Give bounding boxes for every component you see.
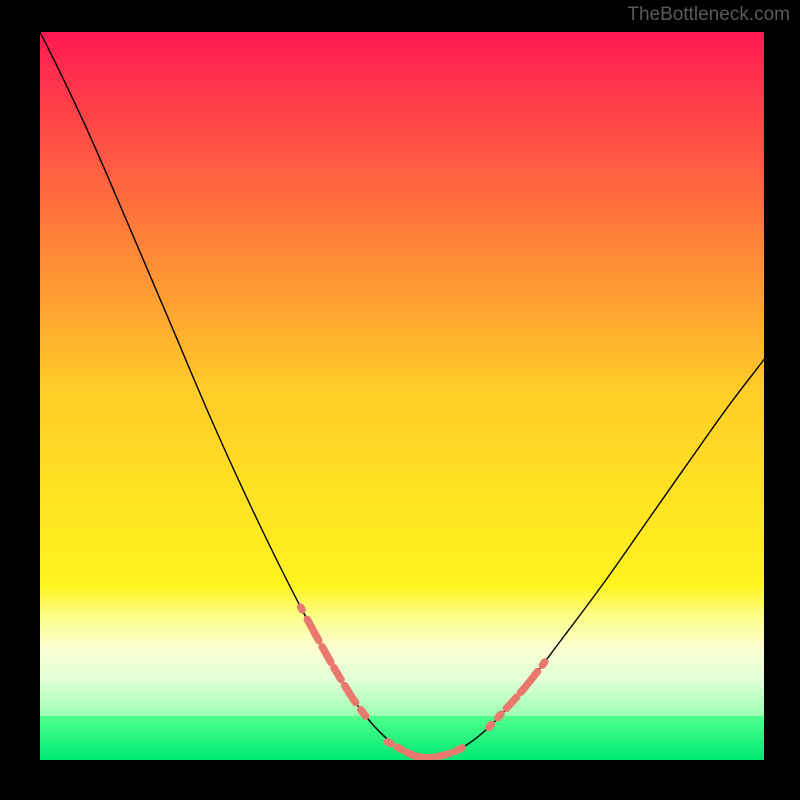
dotted-overlay-left — [301, 607, 395, 745]
watermark-text: TheBottleneck.com — [627, 4, 790, 26]
main-curve — [40, 32, 764, 758]
chart-container: TheBottleneck.com — [0, 0, 800, 800]
curve-layer — [40, 32, 764, 760]
dotted-overlay-bottom — [388, 738, 475, 758]
plot-area — [40, 32, 764, 760]
dotted-overlay-right — [489, 640, 561, 727]
